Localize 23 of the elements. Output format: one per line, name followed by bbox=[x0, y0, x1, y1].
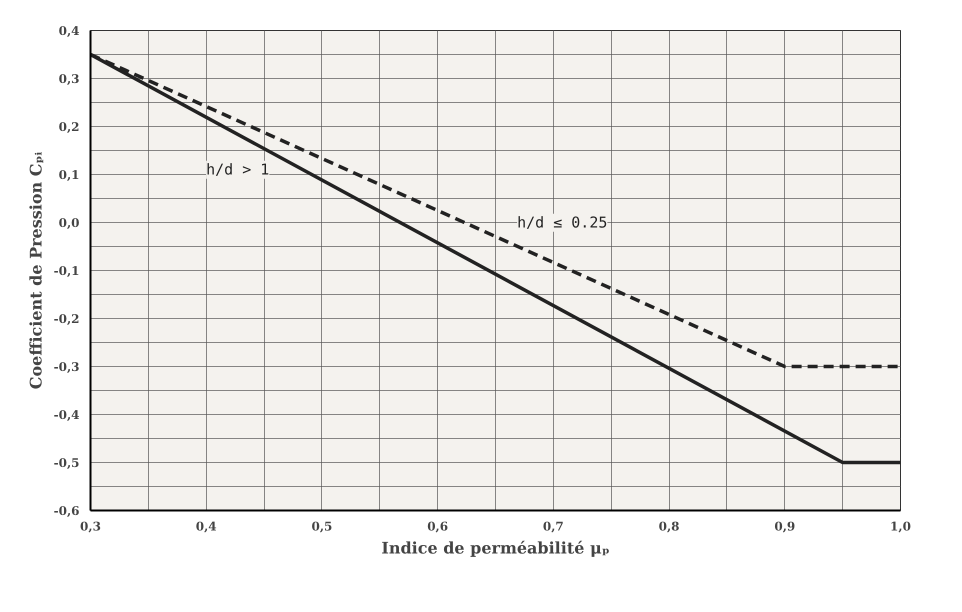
y-tick-label: -0,3 bbox=[54, 360, 80, 374]
y-tick-label: -0,1 bbox=[54, 264, 80, 278]
x-tick-label: 0,6 bbox=[427, 520, 448, 534]
x-tick-label: 0,5 bbox=[311, 520, 332, 534]
y-tick-label: -0,5 bbox=[54, 456, 80, 470]
y-axis-title: Coefficient de Pression Cₚᵢ bbox=[26, 152, 46, 390]
y-tick-label: 0,2 bbox=[58, 120, 80, 134]
x-axis-title: Indice de perméabilité μₚ bbox=[381, 538, 610, 558]
x-tick-label: 0,3 bbox=[80, 520, 101, 534]
y-tick-label: -0,6 bbox=[54, 504, 80, 518]
series-label: h/d > 1 bbox=[206, 160, 270, 179]
x-tick-label: 1,0 bbox=[890, 520, 911, 534]
y-tick-label: 0,4 bbox=[58, 24, 80, 38]
x-tick-label: 0,4 bbox=[196, 520, 217, 534]
y-tick-label: 0,3 bbox=[58, 72, 80, 86]
x-tick-label: 0,8 bbox=[658, 520, 680, 534]
x-tick-label: 0,7 bbox=[542, 520, 564, 534]
y-tick-label: -0,4 bbox=[54, 408, 80, 422]
y-tick-label: 0,0 bbox=[58, 216, 80, 230]
y-tick-label: 0,1 bbox=[58, 168, 80, 182]
y-tick-label: -0,2 bbox=[54, 312, 80, 326]
x-tick-label: 0,9 bbox=[774, 520, 796, 534]
series-label: h/d ≤ 0.25 bbox=[517, 214, 608, 232]
